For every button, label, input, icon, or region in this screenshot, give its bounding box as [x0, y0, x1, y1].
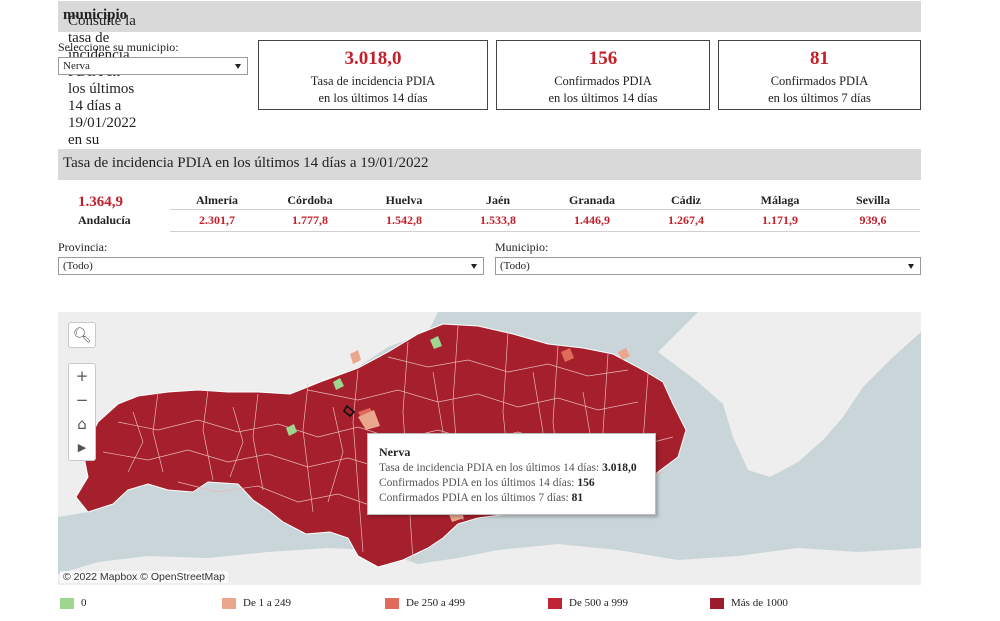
- table-divider: [170, 209, 920, 210]
- section-header: Tasa de incidencia PDIA en los últimos 1…: [58, 149, 921, 180]
- kpi-label-line1: Tasa de incidencia PDIA: [310, 74, 436, 88]
- municipio-dropdown[interactable]: Nerva: [58, 57, 248, 75]
- province-name: Sevilla: [855, 193, 890, 207]
- municipality-patch: [358, 410, 380, 430]
- kpi-label-line2: en los últimos 14 días: [548, 91, 658, 105]
- andalucia-label: Andalucía: [78, 213, 131, 227]
- chevron-down-icon: [235, 64, 241, 69]
- incidence-map[interactable]: 🔍︎ + − ⌂ ▶ Nerva Tasa de incidencia PDIA…: [58, 312, 921, 585]
- legend-swatch: [60, 598, 74, 609]
- province-value: 1.267,4: [668, 213, 704, 227]
- municipio-dropdown-value: Nerva: [63, 60, 90, 72]
- zoom-out-icon[interactable]: −: [75, 391, 89, 409]
- page-title: Consulte la tasa de incidencia PDIA en l…: [63, 7, 137, 148]
- municipality-patch: [350, 350, 361, 364]
- province-value: 1.171,9: [762, 213, 798, 227]
- province-name: Cádiz: [671, 193, 701, 207]
- province-value: 1.777,8: [292, 213, 328, 227]
- home-icon[interactable]: ⌂: [77, 415, 87, 433]
- legend-swatch: [222, 598, 236, 609]
- kpi-label-line2: en los últimos 14 días: [318, 91, 428, 105]
- province-name: Granada: [568, 193, 615, 207]
- tooltip-row-incidence: Tasa de incidencia PDIA en los últimos 1…: [379, 462, 637, 474]
- kpi-incidence-card: 3.018,0 Tasa de incidencia PDIA en los ú…: [258, 40, 488, 110]
- legend-swatch: [710, 598, 724, 609]
- province-column[interactable]: Córdoba 1.777,8: [263, 191, 357, 228]
- provincia-filter-dropdown[interactable]: (Todo): [58, 257, 484, 275]
- province-value: 1.533,8: [480, 213, 516, 227]
- province-column[interactable]: Sevilla 939,6: [826, 191, 920, 228]
- municipio-select-label: Seleccione su municipio:: [58, 40, 179, 54]
- zoom-in-icon[interactable]: +: [75, 367, 89, 385]
- province-column[interactable]: Huelva 1.542,8: [357, 191, 451, 228]
- province-column[interactable]: Almería 2.301,7: [170, 191, 264, 228]
- province-name: Jaén: [486, 193, 510, 207]
- municipality-patch: [618, 348, 630, 360]
- municipio-filter-dropdown[interactable]: (Todo): [495, 257, 921, 275]
- municipality-patch: [286, 424, 297, 436]
- provincia-filter-label: Provincia:: [58, 240, 108, 254]
- province-value: 1.542,8: [386, 213, 422, 227]
- provincia-filter-value: (Todo): [63, 260, 93, 272]
- municipality-patch: [430, 336, 442, 349]
- table-divider: [170, 231, 920, 232]
- kpi-label-line1: Confirmados PDIA: [554, 74, 652, 88]
- legend-swatch: [385, 598, 399, 609]
- province-column[interactable]: Cádiz 1.267,4: [639, 191, 733, 228]
- map-tooltip: Nerva Tasa de incidencia PDIA en los últ…: [367, 433, 656, 515]
- kpi-value: 3.018,0: [344, 48, 402, 69]
- tooltip-row-confirmed-7: Confirmados PDIA en los últimos 7 días: …: [379, 492, 584, 504]
- africa-land: [58, 544, 921, 585]
- municipality-borders: [102, 325, 674, 561]
- chevron-down-icon: [908, 264, 914, 269]
- kpi-label-line1: Confirmados PDIA: [770, 74, 869, 88]
- section-title: Tasa de incidencia PDIA en los últimos 1…: [63, 155, 429, 171]
- murcia-land: [658, 312, 921, 477]
- province-column[interactable]: Granada 1.446,9: [545, 191, 639, 228]
- province-name: Huelva: [385, 193, 423, 207]
- search-icon[interactable]: 🔍︎: [72, 326, 92, 344]
- play-icon[interactable]: ▶: [77, 441, 87, 454]
- map-search-control[interactable]: 🔍︎: [68, 322, 96, 348]
- kpi-confirmed-14-card: 156 Confirmados PDIA en los últimos 14 d…: [496, 40, 710, 110]
- province-column[interactable]: Málaga 1.171,9: [733, 191, 827, 228]
- municipio-filter-label: Municipio:: [495, 240, 549, 254]
- province-name: Almería: [196, 193, 238, 207]
- municipio-filter-value: (Todo): [500, 260, 530, 272]
- kpi-value: 81: [810, 48, 829, 69]
- province-value: 939,6: [859, 213, 887, 227]
- kpi-value: 156: [588, 48, 618, 69]
- province-name: Córdoba: [287, 193, 333, 207]
- map-zoom-controls: + − ⌂ ▶: [68, 363, 96, 461]
- province-name: Málaga: [760, 193, 800, 207]
- dashboard-header: Consulte la tasa de incidencia PDIA en l…: [58, 1, 921, 148]
- tooltip-row-confirmed-14: Confirmados PDIA en los últimos 14 días:…: [379, 477, 595, 489]
- province-column[interactable]: Jaén 1.533,8: [451, 191, 545, 228]
- legend-swatch: [548, 598, 562, 609]
- municipality-patch: [561, 348, 574, 362]
- map-attribution[interactable]: © 2022 Mapbox © OpenStreetMap: [60, 571, 228, 583]
- province-value: 2.301,7: [199, 213, 235, 227]
- kpi-confirmed-7-card: 81 Confirmados PDIA en los últimos 7 día…: [718, 40, 921, 110]
- andalucia-value: 1.364,9: [78, 194, 123, 210]
- province-value: 1.446,9: [574, 213, 610, 227]
- municipality-patch: [333, 378, 344, 390]
- kpi-label-line2: en los últimos 7 días: [768, 91, 871, 105]
- tooltip-title: Nerva: [379, 445, 411, 459]
- selected-municipality-marker[interactable]: [342, 404, 356, 418]
- chevron-down-icon: [471, 264, 477, 269]
